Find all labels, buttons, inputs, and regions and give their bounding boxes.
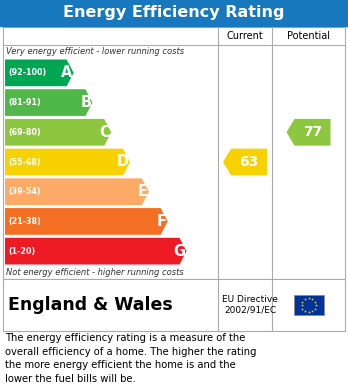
Text: Energy Efficiency Rating: Energy Efficiency Rating (63, 5, 285, 20)
Text: A: A (61, 65, 73, 81)
Text: B: B (80, 95, 92, 110)
Text: C: C (100, 125, 110, 140)
Text: G: G (173, 244, 185, 258)
Bar (0, 0, 348, 26)
Text: (1-20): (1-20) (8, 247, 35, 256)
Polygon shape (223, 149, 267, 175)
Polygon shape (5, 59, 74, 86)
Text: 2002/91/EC: 2002/91/EC (224, 305, 276, 314)
Text: (81-91): (81-91) (8, 98, 41, 107)
Text: E: E (138, 184, 148, 199)
Bar (3, 279, 345, 331)
Text: Potential: Potential (287, 31, 330, 41)
Polygon shape (5, 149, 130, 175)
Polygon shape (5, 89, 93, 116)
Text: (21-38): (21-38) (8, 217, 41, 226)
Text: Not energy efficient - higher running costs: Not energy efficient - higher running co… (6, 268, 184, 277)
Text: (55-68): (55-68) (8, 158, 41, 167)
Text: (69-80): (69-80) (8, 128, 41, 137)
Text: Very energy efficient - lower running costs: Very energy efficient - lower running co… (6, 47, 184, 56)
Text: Current: Current (227, 31, 263, 41)
Text: F: F (157, 214, 167, 229)
Text: The energy efficiency rating is a measure of the
overall efficiency of a home. T: The energy efficiency rating is a measur… (5, 333, 256, 384)
Text: 63: 63 (239, 155, 259, 169)
Polygon shape (5, 178, 149, 205)
Polygon shape (286, 119, 331, 145)
Polygon shape (5, 238, 187, 264)
Text: (39-54): (39-54) (8, 187, 41, 196)
Polygon shape (5, 119, 111, 145)
Bar (293, 295, 324, 315)
Text: D: D (117, 154, 129, 170)
Text: 77: 77 (303, 125, 322, 139)
Text: EU Directive: EU Directive (222, 296, 278, 305)
Bar (3, 27, 345, 279)
Polygon shape (5, 208, 168, 235)
Text: England & Wales: England & Wales (8, 296, 173, 314)
Text: (92-100): (92-100) (8, 68, 46, 77)
